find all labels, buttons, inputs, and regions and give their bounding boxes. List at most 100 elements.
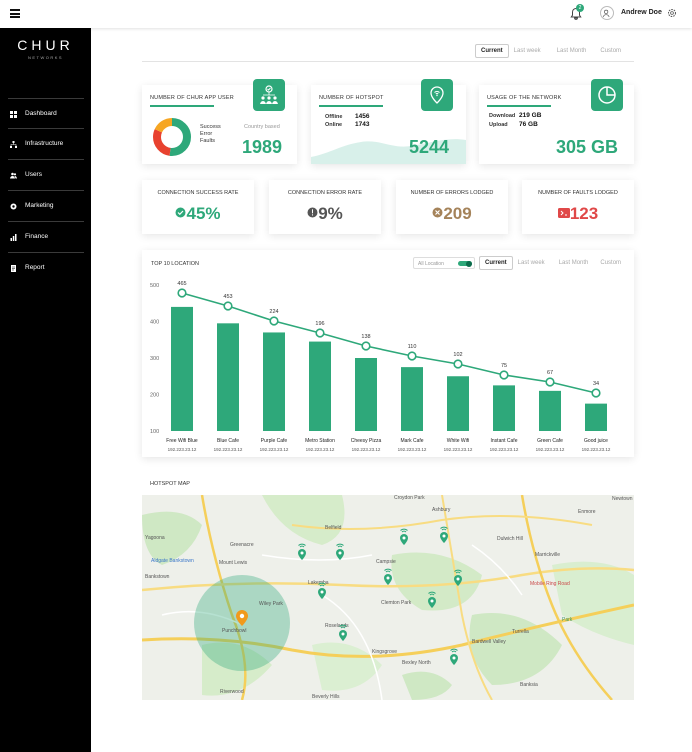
data-label: 102 bbox=[453, 352, 462, 358]
hotspot-marker[interactable] bbox=[451, 568, 465, 588]
tab-custom[interactable]: Custom bbox=[600, 48, 622, 54]
hotspot-marker[interactable] bbox=[315, 581, 329, 601]
hotspot-marker[interactable] bbox=[381, 567, 395, 587]
user-name[interactable]: Andrew Doe bbox=[621, 9, 662, 16]
tab-current[interactable]: Current bbox=[479, 256, 513, 270]
gear-icon[interactable] bbox=[666, 7, 678, 19]
error-rate-card: CONNECTION ERROR RATE 9% bbox=[269, 180, 381, 234]
alert-circle-icon bbox=[307, 207, 318, 218]
sidebar-item-dashboard[interactable]: Dashboard bbox=[8, 98, 84, 129]
errors-lodged-card: NUMBER OF ERRORS LODGED 209 bbox=[396, 180, 508, 234]
rate-title: NUMBER OF ERRORS LODGED bbox=[410, 190, 494, 196]
place-label: Croydon Park bbox=[394, 495, 425, 501]
bar bbox=[493, 385, 515, 431]
hotspot-area-graphic bbox=[311, 139, 466, 164]
top10-bar-chart: 500 400 300 200 100 Free Wifi Blue 192.223.23.… bbox=[150, 281, 611, 452]
data-label: 138 bbox=[361, 334, 370, 340]
hotspot-marker[interactable] bbox=[447, 647, 461, 667]
faults-lodged-card: NUMBER OF FAULTS LODGED 123 bbox=[522, 180, 634, 234]
card-underline bbox=[319, 105, 383, 107]
legend-faults: Faults bbox=[200, 138, 215, 144]
y-tick-label: 400 bbox=[150, 320, 159, 326]
place-label: Marrickville bbox=[535, 552, 560, 558]
rate-title: CONNECTION SUCCESS RATE bbox=[157, 190, 239, 196]
download-label: Download bbox=[489, 113, 516, 119]
hotspot-pin-icon bbox=[421, 79, 453, 111]
hotspot-card: NUMBER OF HOTSPOT Offline 1456 Online 17… bbox=[311, 79, 466, 164]
sidebar-item-label: Marketing bbox=[25, 202, 54, 209]
category-label: Green Cafe bbox=[537, 438, 563, 444]
app-users-card: NUMBER OF CHUR APP USER Success Error Fa… bbox=[142, 79, 297, 164]
brand-logo[interactable]: CHUR bbox=[17, 37, 74, 53]
data-label: 196 bbox=[315, 321, 324, 327]
category-sublabel: 192.223.23.12 bbox=[582, 447, 611, 452]
category-label: White Wifi bbox=[447, 438, 470, 444]
place-label: Bankstown bbox=[145, 574, 170, 580]
hamburger-menu-icon[interactable] bbox=[10, 9, 20, 18]
sidebar-item-finance[interactable]: Finance bbox=[8, 222, 84, 253]
card-title: NUMBER OF HOTSPOT bbox=[319, 95, 384, 101]
location-filter[interactable]: All Location bbox=[413, 257, 475, 269]
card-underline bbox=[150, 105, 214, 107]
tab-current[interactable]: Current bbox=[475, 44, 509, 58]
tab-last-week[interactable]: Last week bbox=[513, 48, 541, 54]
series-line bbox=[181, 292, 597, 394]
hotspot-marker[interactable] bbox=[295, 542, 309, 562]
tab-custom[interactable]: Custom bbox=[600, 260, 622, 266]
bar bbox=[355, 358, 377, 431]
place-label: Bardwell Valley bbox=[472, 639, 506, 645]
line-point bbox=[591, 388, 601, 398]
category-sublabel: 192.223.23.12 bbox=[490, 447, 519, 452]
sidebar-item-label: Finance bbox=[25, 233, 49, 240]
y-tick-label: 300 bbox=[150, 356, 159, 362]
line-point bbox=[361, 341, 371, 351]
hotspot-marker[interactable] bbox=[397, 527, 411, 547]
user-avatar-icon[interactable] bbox=[600, 6, 614, 20]
hotspot-marker[interactable] bbox=[333, 542, 347, 562]
tab-last-week[interactable]: Last week bbox=[517, 260, 545, 266]
top-bar: 2 Andrew Doe bbox=[0, 0, 692, 28]
bar bbox=[263, 332, 285, 431]
category-sublabel: 192.223.23.12 bbox=[306, 447, 335, 452]
place-label: Mount Lewis bbox=[219, 560, 248, 566]
chart-date-tabs: Current Last week Last Month Custom bbox=[479, 256, 626, 270]
selected-hotspot-marker[interactable] bbox=[236, 610, 248, 626]
sidebar-item-label: Dashboard bbox=[25, 110, 57, 117]
legend-success: Success bbox=[200, 124, 221, 130]
place-label: Enmore bbox=[578, 509, 596, 515]
hotspot-map[interactable]: Croydon Park Ashbury Newtown Belfield En… bbox=[142, 495, 634, 700]
line-point bbox=[177, 288, 187, 298]
usage-value: 305 GB bbox=[556, 137, 619, 157]
map-canvas bbox=[142, 495, 634, 700]
category-label: Instant Cafe bbox=[491, 438, 518, 444]
card-underline bbox=[487, 105, 551, 107]
hotspot-marker[interactable] bbox=[437, 525, 451, 545]
filter-label: All Location bbox=[418, 261, 444, 267]
hotspot-marker[interactable] bbox=[425, 590, 439, 610]
data-label: 465 bbox=[177, 281, 186, 287]
y-tick-label: 100 bbox=[150, 429, 159, 435]
category-sublabel: 192.223.23.12 bbox=[536, 447, 565, 452]
tab-last-month[interactable]: Last Month bbox=[556, 48, 587, 54]
sidebar-item-users[interactable]: Users bbox=[8, 160, 84, 191]
filter-toggle[interactable] bbox=[458, 260, 472, 267]
success-rate-card: CONNECTION SUCCESS RATE 45% bbox=[142, 180, 254, 234]
hotspot-marker[interactable] bbox=[336, 623, 350, 643]
brand-subtitle: NETWORKS bbox=[27, 55, 64, 60]
bar bbox=[539, 390, 561, 431]
place-label: Newtown bbox=[612, 496, 633, 502]
section-title: HOTSPOT MAP bbox=[150, 481, 190, 487]
sidebar-item-marketing[interactable]: Marketing bbox=[8, 191, 84, 222]
users-icon bbox=[10, 172, 17, 179]
place-label: Beverly Hills bbox=[312, 694, 340, 700]
line-point bbox=[453, 359, 463, 369]
offline-value: 1456 bbox=[355, 113, 370, 120]
sidebar-item-report[interactable]: Report bbox=[8, 253, 84, 284]
hotspot-value: 5244 bbox=[409, 137, 450, 157]
tab-last-month[interactable]: Last Month bbox=[558, 260, 589, 266]
marketing-icon bbox=[10, 203, 17, 210]
notification-badge: 2 bbox=[576, 4, 584, 12]
error-rate-value: 9% bbox=[269, 204, 381, 224]
sidebar-item-infrastructure[interactable]: Infrastructure bbox=[8, 129, 84, 160]
category-label: Purple Cafe bbox=[261, 438, 288, 444]
